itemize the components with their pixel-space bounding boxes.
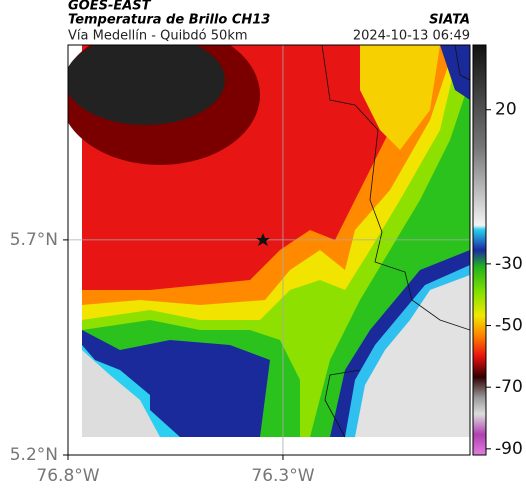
satellite-image xyxy=(68,45,470,455)
colorbar-label: -30 xyxy=(495,254,523,274)
source: SIATA xyxy=(429,13,470,28)
x-tick-label: 76.3°W xyxy=(251,466,314,486)
location-marker xyxy=(256,233,270,246)
map-frame xyxy=(67,44,471,456)
colorbar-label: -50 xyxy=(495,316,523,336)
caption: Vía Medellín - Quibdó 50km xyxy=(68,29,248,44)
colorbar xyxy=(472,44,487,456)
colorbar-label: 20 xyxy=(495,100,517,120)
y-tick-label: 5.2°N xyxy=(10,445,58,465)
timestamp: 2024-10-13 06:49 xyxy=(353,29,470,44)
x-tick-label: 76.8°W xyxy=(36,466,99,486)
colorbar-label: -90 xyxy=(495,439,523,459)
y-tick-label: 5.7°N xyxy=(10,230,58,250)
colorbar-label: -70 xyxy=(495,377,523,397)
title: GOES-EAST xyxy=(68,0,152,14)
subtitle: Temperatura de Brillo CH13 xyxy=(68,13,270,28)
